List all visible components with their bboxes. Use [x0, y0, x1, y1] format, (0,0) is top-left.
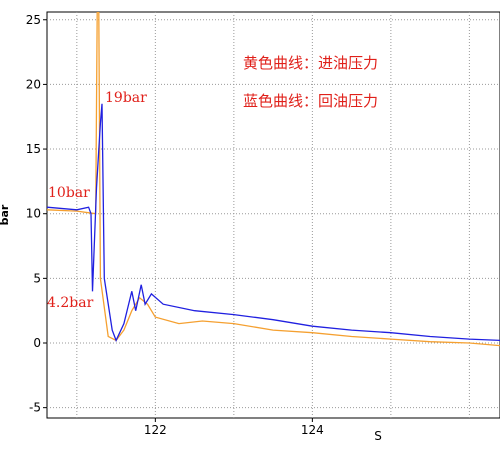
- line-series: [47, 103, 500, 343]
- plot-lines: [47, 12, 500, 347]
- x-axis-label: S: [374, 429, 382, 443]
- y-tick-label: -5: [29, 401, 41, 415]
- y-tick-label: 10: [26, 207, 41, 221]
- y-tick-label: 25: [26, 13, 41, 27]
- y-tick-label: 0: [33, 336, 41, 350]
- x-tick-label: 124: [301, 423, 324, 437]
- y-axis-label: bar: [0, 204, 11, 225]
- line-series: [47, 12, 500, 347]
- annotation: 19bar: [105, 90, 147, 106]
- y-tick-label: 15: [26, 142, 41, 156]
- y-tick-label: 20: [26, 77, 41, 91]
- annotation: 蓝色曲线：回油压力: [243, 92, 378, 110]
- y-tick-label: 5: [33, 271, 41, 285]
- plot-area: [46, 11, 500, 419]
- x-tick-label: 122: [144, 423, 167, 437]
- annotation: 黄色曲线：进油压力: [243, 54, 378, 72]
- annotation: 10bar: [48, 185, 90, 201]
- annotation: 4.2bar: [47, 295, 94, 311]
